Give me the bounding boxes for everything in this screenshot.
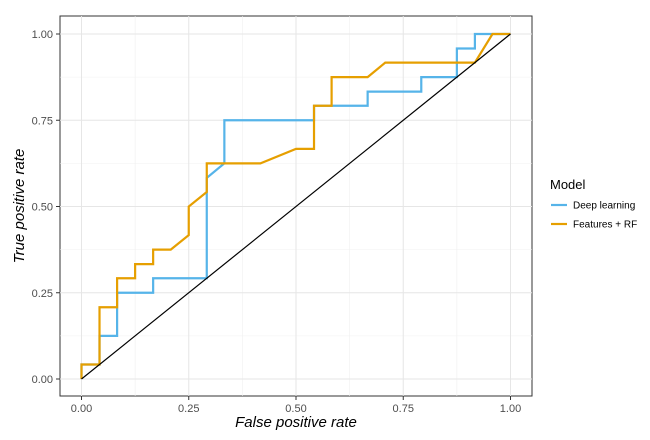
x-tick-label: 0.50 [285, 403, 306, 415]
series-line-deep-learning [80, 32, 511, 379]
legend-label-features-rf: Features + RF [573, 220, 637, 231]
y-tick-label: 0.00 [32, 374, 53, 386]
y-tick-label: 0.75 [32, 115, 53, 127]
series-line-features-rf [80, 32, 511, 379]
y-axis-title: True positive rate [11, 149, 28, 264]
x-tick-label: 0.75 [393, 403, 414, 415]
x-tick-label: 0.00 [71, 403, 92, 415]
x-tick-label: 0.25 [178, 403, 199, 415]
axes: 0.00 0.25 0.50 0.75 1.00 0.00 0.25 0.50 0.75 1.00 [32, 29, 522, 415]
legend-title: Model [550, 177, 586, 192]
y-tick-label: 0.25 [32, 288, 53, 300]
x-axis-title: False positive rate [235, 414, 357, 431]
y-tick-label: 1.00 [32, 29, 53, 41]
legend: Model Deep learning Features + RF [550, 177, 637, 231]
legend-label-deep-learning: Deep learning [573, 201, 635, 212]
x-tick-label: 1.00 [500, 403, 521, 415]
y-tick-label: 0.50 [32, 202, 53, 214]
reference-diagonal-line [81, 33, 511, 380]
series-lines [80, 32, 511, 380]
